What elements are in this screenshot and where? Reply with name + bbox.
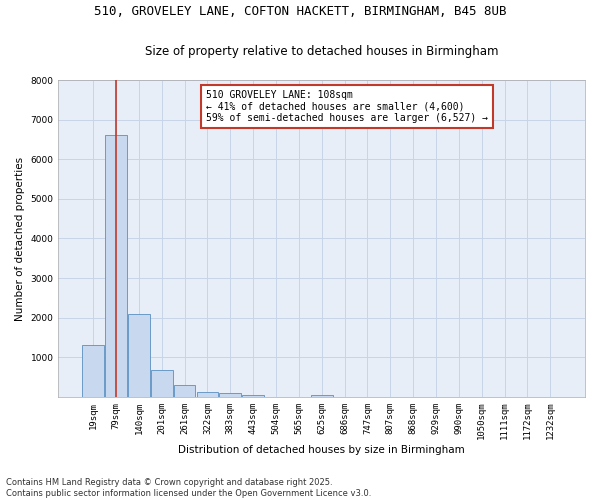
Title: Size of property relative to detached houses in Birmingham: Size of property relative to detached ho… xyxy=(145,45,499,58)
Bar xyxy=(174,385,196,397)
Bar xyxy=(197,392,218,397)
Text: Contains HM Land Registry data © Crown copyright and database right 2025.
Contai: Contains HM Land Registry data © Crown c… xyxy=(6,478,371,498)
Bar xyxy=(220,394,241,397)
Y-axis label: Number of detached properties: Number of detached properties xyxy=(15,156,25,320)
Bar xyxy=(311,394,332,397)
Text: 510 GROVELEY LANE: 108sqm
← 41% of detached houses are smaller (4,600)
59% of se: 510 GROVELEY LANE: 108sqm ← 41% of detac… xyxy=(206,90,488,122)
Bar xyxy=(242,394,264,397)
X-axis label: Distribution of detached houses by size in Birmingham: Distribution of detached houses by size … xyxy=(178,445,465,455)
Bar xyxy=(105,134,127,397)
Text: 510, GROVELEY LANE, COFTON HACKETT, BIRMINGHAM, B45 8UB: 510, GROVELEY LANE, COFTON HACKETT, BIRM… xyxy=(94,5,506,18)
Bar xyxy=(128,314,150,397)
Bar xyxy=(82,345,104,397)
Bar xyxy=(151,370,173,397)
